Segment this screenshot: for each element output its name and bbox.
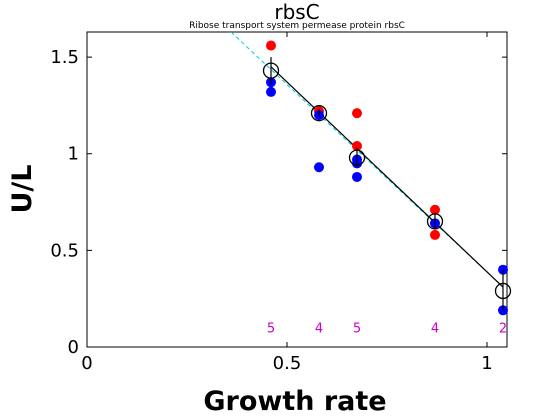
count-label: 5	[353, 322, 361, 337]
red-point	[352, 141, 362, 152]
count-label: 5	[267, 322, 275, 337]
y-tick-label: 0	[68, 337, 79, 358]
chart-title: rbsC	[274, 0, 319, 24]
red-point	[352, 108, 362, 119]
y-tick-label: 1.5	[50, 47, 79, 68]
red-point	[430, 204, 440, 215]
mean-marker	[310, 105, 328, 122]
x-tick-label: 1	[481, 353, 492, 374]
x-tick-label: 0.5	[273, 353, 302, 374]
x-tick-label: 0	[81, 353, 92, 374]
fit-line	[270, 66, 504, 288]
blue-point	[266, 86, 276, 97]
plot-area	[86, 31, 508, 348]
mean-marker	[262, 62, 280, 79]
count-label: 4	[431, 322, 439, 337]
blue-point	[352, 171, 362, 182]
y-tick-label: 0.5	[50, 240, 79, 261]
count-label: 2	[499, 322, 507, 337]
red-point	[266, 40, 276, 51]
mean-marker	[348, 149, 366, 166]
mean-marker	[494, 282, 512, 300]
y-tick-label: 1	[68, 144, 79, 165]
x-axis-label: Growth rate	[203, 386, 386, 417]
mean-marker	[426, 213, 444, 230]
count-label: 4	[315, 322, 323, 337]
y-axis-label: U/L	[7, 165, 38, 214]
chart-marks: 5 4 5 4 2	[230, 32, 512, 337]
blue-point	[314, 162, 324, 173]
axis-ticks: 0 0.5 1 0 0.5 1 1.5	[50, 32, 507, 374]
red-point	[430, 229, 440, 240]
chart-subtitle: Ribose transport system permease protein…	[189, 21, 405, 31]
